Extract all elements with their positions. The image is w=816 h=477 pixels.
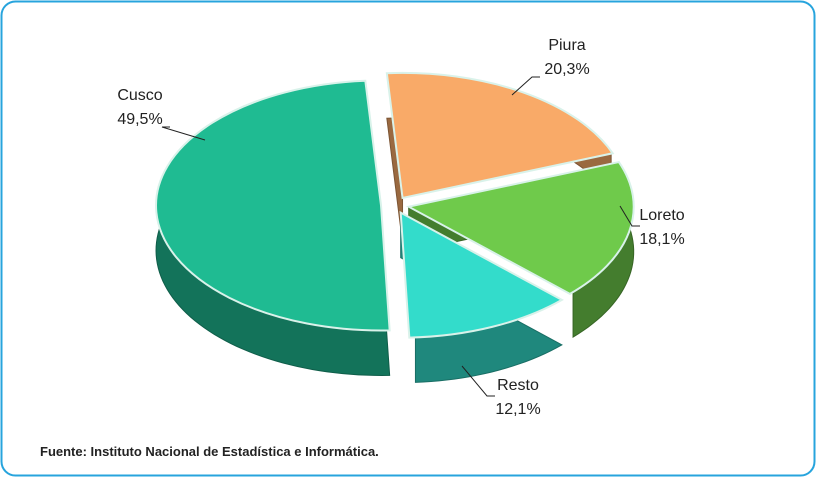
- leader-line: [161, 126, 206, 141]
- source-note: Fuente: Instituto Nacional de Estadístic…: [40, 444, 379, 459]
- leader-line: [619, 205, 640, 227]
- slice-label: Loreto: [639, 207, 684, 224]
- value-label: 12,1%: [495, 401, 540, 418]
- slice-label: Cusco: [117, 87, 162, 104]
- leader-line: [511, 76, 540, 96]
- value-label: 18,1%: [639, 231, 684, 248]
- slice: [155, 79, 391, 332]
- slice: [405, 160, 635, 296]
- value-label: 49,5%: [117, 111, 162, 128]
- slice-label: Resto: [497, 377, 539, 394]
- slice: [385, 71, 615, 200]
- leader-line: [461, 365, 495, 397]
- value-label: 20,3%: [544, 61, 589, 78]
- slice: [399, 210, 564, 339]
- slice-label: Piura: [548, 37, 585, 54]
